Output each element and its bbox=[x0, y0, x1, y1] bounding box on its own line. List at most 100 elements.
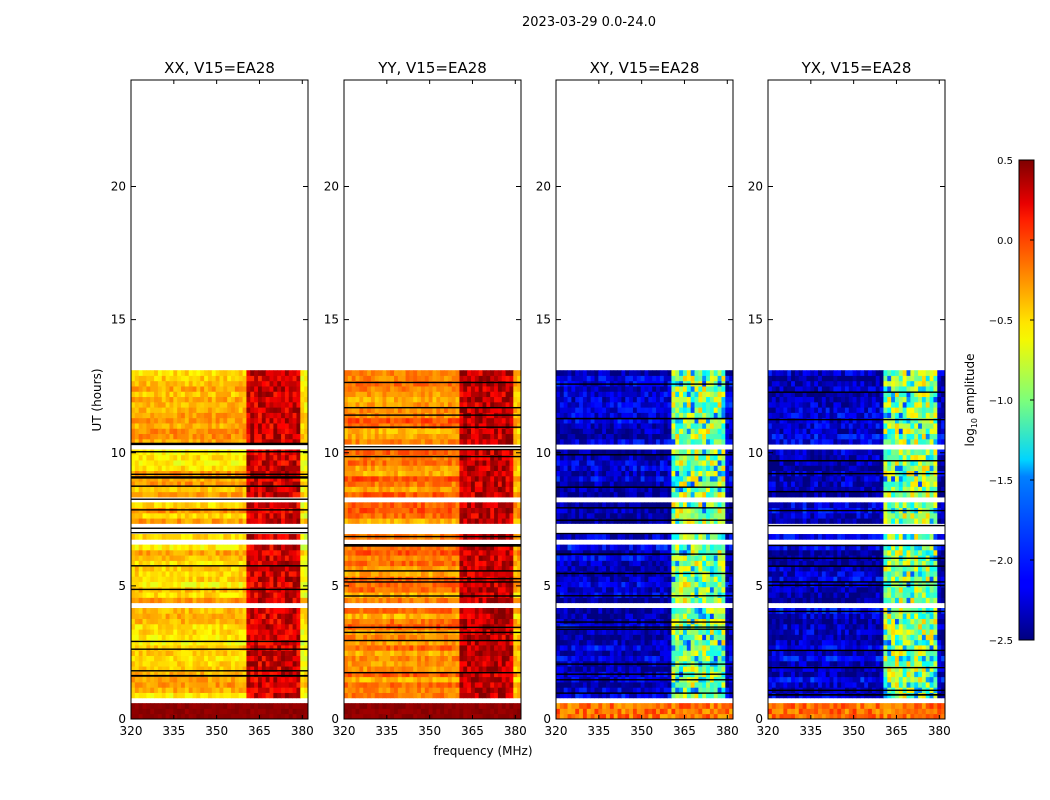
heatmap-cell bbox=[150, 623, 155, 630]
heatmap-cell bbox=[440, 608, 445, 614]
heatmap-cell bbox=[146, 475, 151, 482]
heatmap-cell bbox=[304, 407, 309, 413]
heatmap-cell bbox=[161, 486, 167, 493]
heatmap-cell bbox=[254, 549, 259, 556]
heatmap-cell bbox=[401, 470, 406, 477]
heatmap-cell bbox=[196, 660, 201, 667]
heatmap-cell bbox=[304, 396, 309, 403]
heatmap-cell bbox=[300, 676, 305, 683]
heatmap-cell bbox=[405, 507, 410, 514]
heatmap-cell bbox=[351, 502, 356, 509]
heatmap-cell bbox=[513, 491, 518, 498]
heatmap-cell bbox=[169, 396, 174, 403]
heatmap-cell bbox=[246, 391, 251, 398]
heatmap-cell bbox=[436, 592, 441, 598]
heatmap-cell bbox=[134, 560, 140, 567]
heatmap-cell bbox=[211, 666, 217, 672]
heatmap-cell bbox=[351, 581, 356, 588]
heatmap-cell bbox=[238, 491, 243, 498]
heatmap-cell bbox=[281, 708, 286, 715]
heatmap-cell bbox=[478, 676, 483, 683]
heatmap-cell bbox=[447, 512, 453, 519]
heatmap-cell bbox=[138, 703, 143, 709]
heatmap-cell bbox=[211, 703, 217, 709]
heatmap-cell bbox=[490, 597, 495, 604]
heatmap-cell bbox=[219, 433, 224, 440]
heatmap-cell bbox=[215, 597, 220, 604]
heatmap-cell bbox=[219, 713, 224, 720]
heatmap-cell bbox=[154, 534, 159, 540]
heatmap-cell bbox=[215, 660, 220, 667]
heatmap-cell bbox=[432, 666, 437, 672]
heatmap-cell bbox=[304, 676, 309, 683]
heatmap-cell bbox=[436, 507, 441, 514]
heatmap-cell bbox=[215, 629, 220, 635]
heatmap-cell bbox=[242, 475, 247, 482]
heatmap-cell bbox=[424, 586, 430, 593]
heatmap-cell bbox=[490, 634, 495, 641]
heatmap-cell bbox=[390, 560, 395, 567]
x-tick-label: 320 bbox=[120, 724, 143, 738]
heatmap-cell bbox=[474, 655, 480, 662]
heatmap-cell bbox=[254, 560, 259, 567]
heatmap-cell bbox=[257, 518, 263, 524]
heatmap-cell bbox=[420, 565, 426, 572]
heatmap-cell bbox=[284, 597, 290, 604]
heatmap-cell bbox=[505, 676, 510, 683]
heatmap-cell bbox=[204, 391, 209, 398]
heatmap-cell bbox=[497, 571, 503, 577]
heatmap-cell bbox=[265, 608, 270, 614]
heatmap-cell bbox=[142, 407, 147, 413]
heatmap-cell bbox=[131, 491, 136, 498]
heatmap-cell bbox=[246, 438, 251, 445]
heatmap-cell bbox=[200, 713, 205, 720]
heatmap-cell bbox=[154, 629, 159, 635]
heatmap-cell bbox=[300, 438, 305, 445]
heatmap-cell bbox=[231, 512, 236, 519]
heatmap-cell bbox=[261, 560, 267, 567]
heatmap-cell bbox=[173, 703, 178, 709]
heatmap-cell bbox=[211, 396, 217, 403]
heatmap-cell bbox=[470, 454, 476, 461]
heatmap-cell bbox=[386, 613, 391, 619]
heatmap-cell bbox=[134, 666, 140, 672]
heatmap-cell bbox=[257, 433, 263, 440]
heatmap-cell bbox=[440, 470, 445, 477]
heatmap-cell bbox=[397, 428, 403, 435]
heatmap-cell bbox=[351, 597, 356, 604]
heatmap-cell bbox=[177, 512, 182, 519]
heatmap-cell bbox=[231, 370, 236, 376]
heatmap-cell bbox=[292, 438, 297, 445]
heatmap-cell bbox=[207, 713, 213, 720]
heatmap-cell bbox=[436, 465, 441, 472]
heatmap-cell bbox=[277, 639, 282, 646]
heatmap-cell bbox=[405, 586, 410, 593]
heatmap-cell bbox=[432, 676, 437, 683]
heatmap-cell bbox=[367, 655, 372, 662]
heatmap-cell bbox=[257, 544, 263, 551]
heatmap-cell bbox=[347, 650, 353, 656]
heatmap-cell bbox=[447, 613, 453, 619]
heatmap-cell bbox=[211, 618, 217, 625]
heatmap-cell bbox=[184, 544, 190, 551]
heatmap-cell bbox=[490, 671, 495, 678]
heatmap-cell bbox=[273, 576, 278, 582]
heatmap-cell bbox=[157, 491, 163, 498]
heatmap-cell bbox=[420, 460, 426, 466]
heatmap-cell bbox=[490, 586, 495, 593]
heatmap-cell bbox=[273, 544, 278, 551]
heatmap-cell bbox=[284, 618, 290, 625]
heatmap-cell bbox=[344, 692, 349, 699]
heatmap-cell bbox=[288, 592, 294, 598]
heatmap-cell bbox=[513, 586, 518, 593]
heatmap-cell bbox=[169, 713, 174, 720]
heatmap-cell bbox=[154, 433, 159, 440]
heatmap-cell bbox=[517, 491, 522, 498]
heatmap-cell bbox=[177, 370, 182, 376]
heatmap-cell bbox=[250, 639, 255, 646]
heatmap-cell bbox=[386, 608, 391, 614]
heatmap-cell bbox=[482, 613, 487, 619]
heatmap-cell bbox=[397, 507, 403, 514]
heatmap-cell bbox=[424, 676, 430, 683]
heatmap-cell bbox=[192, 634, 197, 641]
